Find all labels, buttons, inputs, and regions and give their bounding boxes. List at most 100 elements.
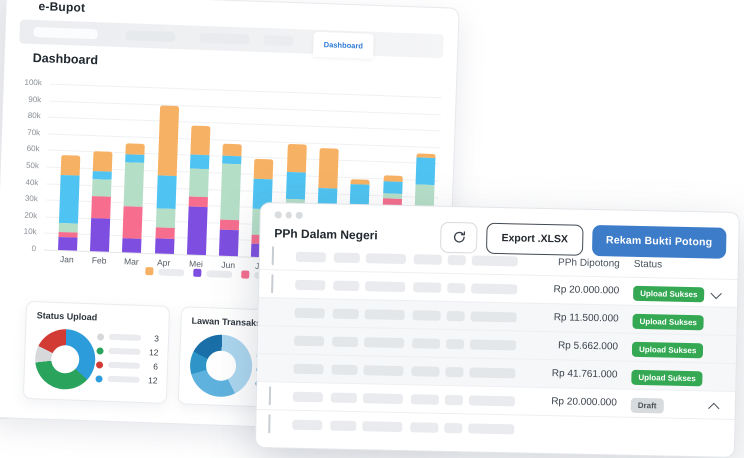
bar-segment — [219, 219, 240, 231]
x-tick-label: Apr — [156, 257, 171, 268]
row-checkbox[interactable] — [268, 385, 272, 405]
pph-dipotong-amount: Rp 11.500.000 — [553, 312, 619, 325]
bar-segment — [318, 147, 339, 189]
cell-placeholder — [447, 282, 466, 293]
legend-label-placeholder — [206, 269, 233, 278]
pph-dipotong-amount — [524, 429, 616, 431]
row-checkbox[interactable] — [271, 273, 274, 293]
bar-segment — [222, 143, 242, 156]
tab-dashboard[interactable]: Dashboard — [312, 31, 374, 59]
status-badge: Upload Sukses — [633, 285, 705, 302]
y-tick-label: 80k — [27, 111, 41, 121]
row-checkbox[interactable] — [268, 413, 271, 433]
nav-item-placeholder[interactable] — [199, 32, 250, 45]
pph-dipotong-amount: Rp 41.761.000 — [551, 368, 618, 381]
cell-placeholder — [365, 253, 406, 265]
bar-segment — [155, 208, 176, 229]
bar-segment — [122, 238, 142, 253]
app-brand: e-Bupot — [38, 0, 86, 15]
cell-placeholder — [331, 364, 358, 375]
bar-segment — [89, 217, 111, 252]
lawan-transaksi-donut — [189, 333, 254, 398]
x-tick-label: Mei — [188, 258, 203, 270]
cell-placeholder — [362, 392, 404, 404]
bar-segment — [122, 205, 143, 239]
gridline — [49, 100, 442, 115]
cell-placeholder — [292, 419, 323, 430]
x-tick-label: Jun — [221, 259, 236, 271]
bar-segment — [91, 196, 111, 219]
y-tick-label: 40k — [25, 177, 39, 187]
bar-segment — [186, 206, 208, 256]
cell-placeholder — [445, 338, 465, 349]
legend-label-placeholder — [108, 333, 142, 341]
bar-segment — [220, 163, 242, 220]
status-upload-card: Status Upload 3 12 6 12 — [22, 300, 171, 404]
cell-placeholder — [333, 252, 360, 264]
cell-placeholder — [412, 309, 441, 321]
select-all-checkbox[interactable] — [271, 246, 275, 266]
cell-placeholder — [471, 282, 518, 294]
bar-segment — [188, 196, 208, 208]
bar-segment — [58, 175, 80, 224]
y-tick-label: 70k — [27, 127, 41, 138]
stacked-bar-jan — [57, 155, 80, 251]
cell-placeholder — [444, 422, 463, 433]
gridline — [48, 116, 441, 132]
table-actions: Export .XLSX Rekam Bukti Potong — [440, 221, 727, 259]
pph-dipotong-amount: Rp 20.000.000 — [553, 284, 620, 297]
chevron-down-icon[interactable] — [710, 287, 722, 299]
x-tick-label: Mar — [123, 256, 139, 267]
cell-placeholder — [411, 337, 441, 349]
legend-dot — [95, 374, 103, 383]
bar-segment — [154, 238, 175, 255]
refresh-icon — [452, 230, 466, 244]
chevron-up-icon[interactable] — [708, 402, 720, 414]
table-title: PPh Dalam Negeri — [274, 226, 378, 243]
cell-placeholder — [365, 280, 406, 292]
stacked-bar-mar — [122, 143, 146, 253]
y-tick-label: 20k — [24, 210, 38, 221]
pph-dipotong-amount: Rp 20.000.000 — [551, 396, 617, 409]
stacked-bar-jun — [219, 143, 242, 257]
bar-segment — [382, 181, 403, 194]
cell-placeholder — [293, 363, 324, 374]
x-tick-label: Feb — [91, 255, 107, 266]
y-tick-label: 90k — [28, 94, 42, 104]
legend-swatch — [193, 268, 202, 277]
bar-segment — [188, 168, 209, 198]
cell-placeholder — [470, 310, 517, 322]
cell-placeholder — [411, 365, 440, 377]
status-badge: Draft — [630, 397, 664, 413]
pph-dipotong-amount: Rp 5.662.000 — [557, 340, 619, 353]
cell-placeholder — [468, 422, 515, 434]
status-badge: Upload Sukses — [632, 313, 705, 330]
bar-segment — [57, 236, 78, 251]
legend-dot — [96, 332, 105, 341]
y-tick-label: 0 — [31, 244, 37, 254]
cell-placeholder — [468, 394, 515, 406]
bar-segment — [285, 171, 306, 200]
bar-segment — [123, 161, 145, 207]
legend-item — [193, 268, 233, 278]
status-badge: Upload Sukses — [631, 341, 704, 358]
nav-item-placeholder[interactable] — [125, 30, 176, 42]
legend-swatch — [145, 267, 154, 276]
status-badge: Upload Sukses — [631, 369, 703, 386]
cell-placeholder — [364, 308, 405, 320]
x-tick-label: Jan — [59, 254, 74, 265]
nav-item-placeholder[interactable] — [263, 35, 294, 47]
donut-legend-row: 12 — [95, 371, 158, 387]
refresh-button[interactable] — [440, 221, 478, 254]
y-tick-label: 10k — [23, 227, 37, 237]
lawan-transaksi-title: Lawan Transaksi — [191, 315, 264, 329]
cell-placeholder — [292, 391, 324, 402]
legend-item — [145, 267, 185, 276]
status-upload-legend: 3 12 6 12 — [95, 329, 159, 387]
cell-placeholder — [469, 338, 517, 350]
bar-segment — [219, 229, 239, 257]
y-tick-label: 50k — [25, 160, 40, 171]
nav-item-placeholder[interactable] — [33, 26, 98, 40]
cell-placeholder — [363, 364, 404, 376]
bar-segment — [415, 157, 436, 186]
